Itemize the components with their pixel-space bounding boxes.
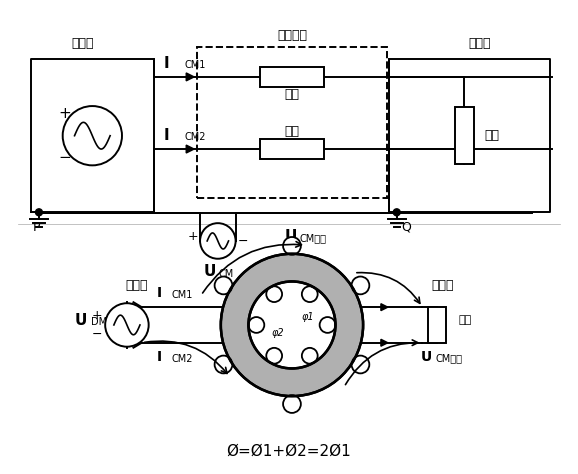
Circle shape: [221, 254, 363, 396]
Text: I: I: [157, 350, 162, 364]
Circle shape: [351, 276, 369, 294]
Text: U: U: [284, 228, 297, 244]
Text: P: P: [34, 220, 40, 234]
Polygon shape: [381, 339, 388, 346]
Bar: [260, 139, 324, 159]
Circle shape: [283, 395, 301, 413]
Text: U: U: [203, 264, 216, 279]
Circle shape: [393, 209, 400, 216]
Circle shape: [302, 286, 318, 302]
Text: φ2: φ2: [272, 328, 284, 338]
Text: CM2: CM2: [172, 354, 193, 364]
Text: 阱抗: 阱抗: [484, 129, 499, 142]
Text: 负载: 负载: [459, 315, 472, 325]
Text: I: I: [164, 128, 169, 143]
Circle shape: [351, 356, 369, 374]
Bar: [428, 307, 446, 343]
Text: CM线圈: CM线圈: [300, 233, 327, 243]
Text: +: +: [92, 309, 102, 321]
Text: 阱抗: 阱抗: [284, 125, 299, 138]
Text: U: U: [421, 350, 432, 364]
Circle shape: [266, 286, 282, 302]
Text: I: I: [164, 55, 169, 71]
Circle shape: [105, 303, 149, 346]
Text: DM: DM: [91, 317, 108, 327]
Text: CM负载: CM负载: [435, 354, 462, 364]
Circle shape: [62, 106, 122, 165]
Text: Ø=Ø1+Ø2=2Ø1: Ø=Ø1+Ø2=2Ø1: [227, 444, 351, 459]
Text: −: −: [92, 328, 102, 341]
Text: U: U: [75, 312, 87, 328]
Circle shape: [302, 348, 318, 364]
Text: 阱抗: 阱抗: [284, 88, 299, 101]
Circle shape: [320, 317, 335, 333]
Text: Q: Q: [402, 220, 412, 234]
Text: 电源：: 电源：: [71, 37, 94, 50]
Text: +: +: [188, 230, 198, 244]
Polygon shape: [186, 145, 194, 153]
Text: CM1: CM1: [184, 60, 206, 70]
Circle shape: [249, 282, 335, 368]
Text: +: +: [58, 107, 71, 121]
Text: −: −: [238, 235, 248, 247]
Bar: [197, 47, 387, 199]
Bar: [260, 67, 324, 87]
Text: φ1: φ1: [302, 312, 314, 322]
Circle shape: [35, 209, 42, 216]
Text: CM: CM: [219, 269, 234, 279]
Bar: [454, 107, 475, 164]
Polygon shape: [381, 304, 388, 310]
Text: 电源：: 电源：: [125, 279, 148, 292]
Text: I: I: [157, 286, 162, 301]
Circle shape: [249, 317, 264, 333]
Polygon shape: [186, 73, 194, 81]
Circle shape: [266, 348, 282, 364]
Text: CM2: CM2: [184, 132, 206, 142]
Circle shape: [214, 356, 232, 374]
Circle shape: [214, 276, 232, 294]
Text: 设冇：: 设冇：: [468, 37, 491, 50]
Circle shape: [283, 237, 301, 255]
Circle shape: [200, 223, 236, 259]
Text: −: −: [58, 150, 71, 165]
Text: 共模滤波: 共模滤波: [277, 29, 307, 42]
Text: 设冇：: 设冇：: [431, 279, 453, 292]
Text: CM1: CM1: [172, 290, 193, 301]
